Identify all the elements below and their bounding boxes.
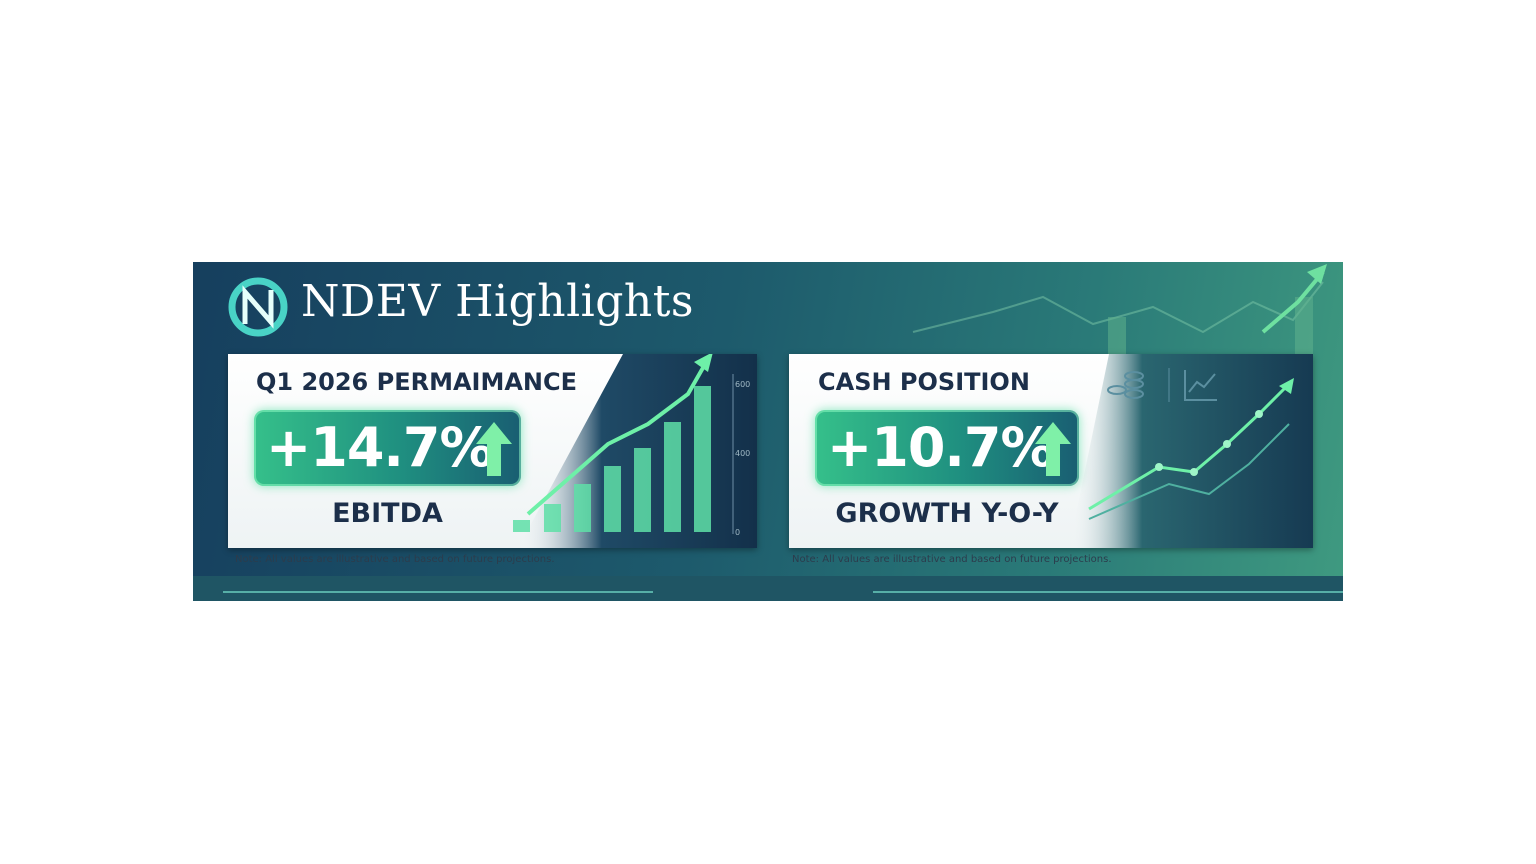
metric-value: +14.7% bbox=[266, 416, 494, 479]
card-title: CASH POSITION bbox=[818, 368, 1030, 396]
axis-tick-label: 0 bbox=[735, 528, 741, 537]
metric-label: EBITDA bbox=[332, 498, 443, 529]
metric-value: +10.7% bbox=[827, 416, 1055, 479]
up-arrow bbox=[1035, 422, 1071, 476]
banner-title: NDEV Highlights bbox=[301, 276, 695, 327]
axis-tick-label: 400 bbox=[735, 449, 751, 458]
note: Note: All values are illustrative and ba… bbox=[235, 554, 555, 565]
note: Note: All values are illustrative and ba… bbox=[792, 554, 1112, 565]
card-decor bbox=[1069, 354, 1313, 548]
card: CASH POSITION +10.7% GROWTH Y-O-Y bbox=[789, 354, 1313, 548]
background-decor bbox=[193, 264, 1343, 601]
metric-pill: +10.7% bbox=[815, 410, 1079, 486]
metric-pill: +14.7% bbox=[254, 410, 521, 486]
card-decor bbox=[513, 354, 757, 548]
up-arrow bbox=[476, 422, 512, 476]
card-title: Q1 2026 PERMAIMANCE bbox=[256, 368, 578, 396]
metric-label: GROWTH Y-O-Y bbox=[835, 498, 1059, 529]
axis-tick-label: 600 bbox=[735, 380, 751, 389]
banner: NDEV Highlights Q1 2026 PERMAIMANCE +14.… bbox=[193, 262, 1343, 601]
card: Q1 2026 PERMAIMANCE +14.7% EBITDA 600 40… bbox=[228, 354, 757, 548]
